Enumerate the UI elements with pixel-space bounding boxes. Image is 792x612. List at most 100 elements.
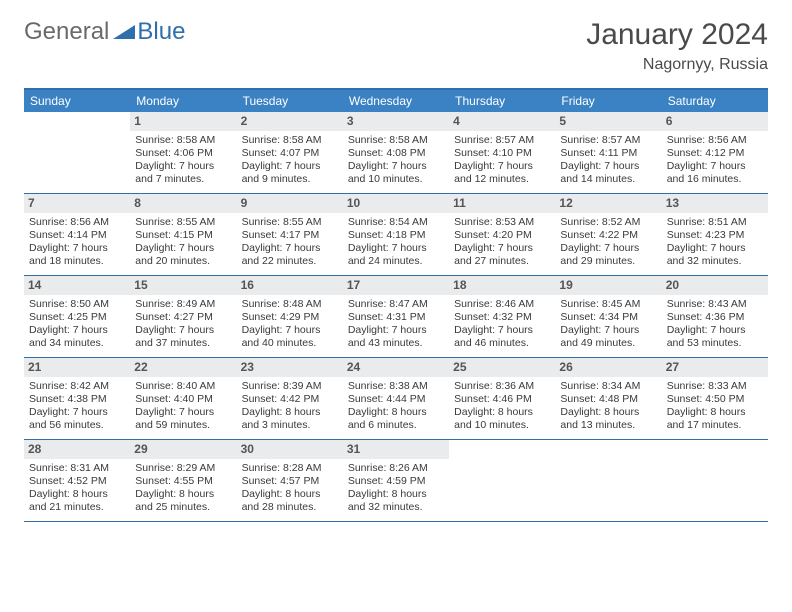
day-number: 19 (555, 276, 661, 295)
sunrise-line: Sunrise: 8:39 AM (242, 380, 338, 393)
day-info: Sunrise: 8:55 AMSunset: 4:17 PMDaylight:… (240, 216, 340, 269)
daylight-line: Daylight: 7 hours and 43 minutes. (348, 324, 444, 350)
daylight-line: Daylight: 8 hours and 3 minutes. (242, 406, 338, 432)
logo: General Blue (24, 18, 185, 46)
day-info: Sunrise: 8:56 AMSunset: 4:14 PMDaylight:… (27, 216, 127, 269)
empty-cell (555, 440, 661, 522)
day-cell: 18Sunrise: 8:46 AMSunset: 4:32 PMDayligh… (449, 276, 555, 358)
day-number: 30 (237, 440, 343, 459)
logo-text-blue: Blue (137, 18, 185, 46)
daylight-line: Daylight: 7 hours and 22 minutes. (242, 242, 338, 268)
day-number: 8 (130, 194, 236, 213)
daylight-line: Daylight: 7 hours and 49 minutes. (560, 324, 656, 350)
daylight-line: Daylight: 7 hours and 12 minutes. (454, 160, 550, 186)
daylight-line: Daylight: 8 hours and 6 minutes. (348, 406, 444, 432)
day-number: 22 (130, 358, 236, 377)
sunset-line: Sunset: 4:07 PM (242, 147, 338, 160)
sunrise-line: Sunrise: 8:58 AM (348, 134, 444, 147)
empty-cell (24, 112, 130, 194)
day-cell: 11Sunrise: 8:53 AMSunset: 4:20 PMDayligh… (449, 194, 555, 276)
day-cell: 27Sunrise: 8:33 AMSunset: 4:50 PMDayligh… (662, 358, 768, 440)
sunset-line: Sunset: 4:15 PM (135, 229, 231, 242)
sunrise-line: Sunrise: 8:57 AM (560, 134, 656, 147)
day-cell: 1 Sunrise: 8:58 AMSunset: 4:06 PMDaylight… (130, 112, 236, 194)
day-cell: 28Sunrise: 8:31 AMSunset: 4:52 PMDayligh… (24, 440, 130, 522)
daylight-line: Daylight: 7 hours and 9 minutes. (242, 160, 338, 186)
day-header: Sunday (24, 90, 130, 112)
day-info: Sunrise: 8:57 AMSunset: 4:10 PMDaylight:… (452, 134, 552, 187)
day-cell: 12Sunrise: 8:52 AMSunset: 4:22 PMDayligh… (555, 194, 661, 276)
daylight-line: Daylight: 7 hours and 29 minutes. (560, 242, 656, 268)
day-number: 5 (555, 112, 661, 131)
sunrise-line: Sunrise: 8:58 AM (135, 134, 231, 147)
daylight-line: Daylight: 8 hours and 25 minutes. (135, 488, 231, 514)
day-header: Wednesday (343, 90, 449, 112)
day-cell: 31 Sunrise: 8:26 AMSunset: 4:59 PMDayligh… (343, 440, 449, 522)
day-info: Sunrise: 8:57 AMSunset: 4:11 PMDaylight:… (558, 134, 658, 187)
day-info: Sunrise: 8:55 AMSunset: 4:15 PMDaylight:… (133, 216, 233, 269)
location: Nagornyy, Russia (586, 56, 768, 74)
sunset-line: Sunset: 4:23 PM (667, 229, 763, 242)
day-cell: 5 Sunrise: 8:57 AMSunset: 4:11 PMDaylight… (555, 112, 661, 194)
day-info: Sunrise: 8:33 AMSunset: 4:50 PMDaylight:… (665, 380, 765, 433)
sunrise-line: Sunrise: 8:52 AM (560, 216, 656, 229)
day-number: 16 (237, 276, 343, 295)
day-info: Sunrise: 8:26 AMSunset: 4:59 PMDaylight:… (346, 462, 446, 515)
sunrise-line: Sunrise: 8:28 AM (242, 462, 338, 475)
day-cell: 14Sunrise: 8:50 AMSunset: 4:25 PMDayligh… (24, 276, 130, 358)
sunrise-line: Sunrise: 8:56 AM (29, 216, 125, 229)
day-number: 25 (449, 358, 555, 377)
sunset-line: Sunset: 4:46 PM (454, 393, 550, 406)
day-number: 7 (24, 194, 130, 213)
sunset-line: Sunset: 4:32 PM (454, 311, 550, 324)
sunset-line: Sunset: 4:06 PM (135, 147, 231, 160)
day-info: Sunrise: 8:58 AMSunset: 4:07 PMDaylight:… (240, 134, 340, 187)
day-number: 31 (343, 440, 449, 459)
daylight-line: Daylight: 7 hours and 56 minutes. (29, 406, 125, 432)
sunrise-line: Sunrise: 8:46 AM (454, 298, 550, 311)
day-cell: 26Sunrise: 8:34 AMSunset: 4:48 PMDayligh… (555, 358, 661, 440)
sunset-line: Sunset: 4:40 PM (135, 393, 231, 406)
sunset-line: Sunset: 4:27 PM (135, 311, 231, 324)
logo-text-general: General (24, 18, 109, 46)
daylight-line: Daylight: 7 hours and 16 minutes. (667, 160, 763, 186)
header: General Blue January 2024 Nagornyy, Russ… (24, 18, 768, 74)
day-number: 1 (130, 112, 236, 131)
day-info: Sunrise: 8:31 AMSunset: 4:52 PMDaylight:… (27, 462, 127, 515)
sunset-line: Sunset: 4:38 PM (29, 393, 125, 406)
day-cell: 3Sunrise: 8:58 AMSunset: 4:08 PMDaylight… (343, 112, 449, 194)
logo-triangle-icon (113, 21, 135, 44)
day-info: Sunrise: 8:45 AMSunset: 4:34 PMDaylight:… (558, 298, 658, 351)
sunrise-line: Sunrise: 8:36 AM (454, 380, 550, 393)
day-cell: 8 Sunrise: 8:55 AMSunset: 4:15 PMDaylight… (130, 194, 236, 276)
daylight-line: Daylight: 7 hours and 59 minutes. (135, 406, 231, 432)
day-cell: 15Sunrise: 8:49 AMSunset: 4:27 PMDayligh… (130, 276, 236, 358)
sunset-line: Sunset: 4:18 PM (348, 229, 444, 242)
daylight-line: Daylight: 7 hours and 32 minutes. (667, 242, 763, 268)
day-info: Sunrise: 8:34 AMSunset: 4:48 PMDaylight:… (558, 380, 658, 433)
sunrise-line: Sunrise: 8:54 AM (348, 216, 444, 229)
day-number: 29 (130, 440, 236, 459)
daylight-line: Daylight: 7 hours and 7 minutes. (135, 160, 231, 186)
sunset-line: Sunset: 4:52 PM (29, 475, 125, 488)
sunset-line: Sunset: 4:50 PM (667, 393, 763, 406)
daylight-line: Daylight: 7 hours and 40 minutes. (242, 324, 338, 350)
sunrise-line: Sunrise: 8:57 AM (454, 134, 550, 147)
day-header: Saturday (662, 90, 768, 112)
sunrise-line: Sunrise: 8:34 AM (560, 380, 656, 393)
daylight-line: Daylight: 7 hours and 10 minutes. (348, 160, 444, 186)
day-cell: 22 Sunrise: 8:40 AMSunset: 4:40 PMDayligh… (130, 358, 236, 440)
day-info: Sunrise: 8:36 AMSunset: 4:46 PMDaylight:… (452, 380, 552, 433)
sunset-line: Sunset: 4:20 PM (454, 229, 550, 242)
day-number: 15 (130, 276, 236, 295)
sunset-line: Sunset: 4:10 PM (454, 147, 550, 160)
day-cell: 13Sunrise: 8:51 AMSunset: 4:23 PMDayligh… (662, 194, 768, 276)
day-info: Sunrise: 8:38 AMSunset: 4:44 PMDaylight:… (346, 380, 446, 433)
day-number: 4 (449, 112, 555, 131)
sunset-line: Sunset: 4:12 PM (667, 147, 763, 160)
empty-cell (662, 440, 768, 522)
daylight-line: Daylight: 7 hours and 34 minutes. (29, 324, 125, 350)
sunrise-line: Sunrise: 8:53 AM (454, 216, 550, 229)
calendar-grid: SundayMondayTuesdayWednesdayThursdayFrid… (24, 88, 768, 522)
day-info: Sunrise: 8:40 AMSunset: 4:40 PMDaylight:… (133, 380, 233, 433)
